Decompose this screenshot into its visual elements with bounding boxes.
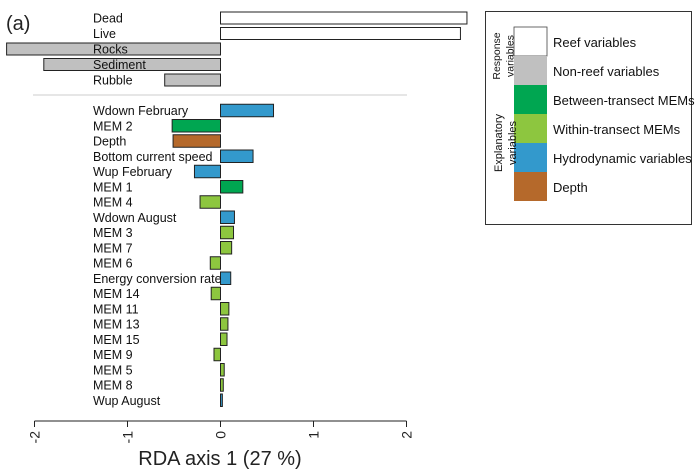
explanatory-label: Energy conversion rate	[93, 272, 222, 286]
explanatory-bar	[220, 393, 223, 407]
explanatory-label: MEM 3	[93, 226, 133, 240]
legend-swatch	[514, 56, 547, 85]
legend-swatch	[514, 85, 547, 114]
legend-response-label: Response variables	[491, 32, 517, 79]
response-label: Live	[93, 27, 116, 41]
explanatory-label: Wup August	[93, 394, 161, 408]
legend-swatch	[514, 114, 547, 143]
x-axis: -2 -1 0 1 2	[27, 420, 415, 444]
explanatory-bar	[220, 302, 230, 316]
explanatory-bar	[172, 134, 222, 148]
legend-swatch	[514, 172, 547, 201]
explanatory-label: MEM 6	[93, 257, 133, 271]
response-bar	[6, 42, 221, 56]
legend-explanatory-label: Explanatory variables	[493, 113, 519, 172]
legend-swatch	[513, 26, 548, 57]
explanatory-bar	[220, 317, 229, 331]
explanatory-bar	[220, 210, 235, 224]
explanatory-label: MEM 2	[93, 119, 133, 133]
explanatory-bar	[220, 271, 232, 285]
explanatory-bar	[213, 347, 222, 362]
explanatory-label: MEM 7	[93, 241, 133, 255]
response-label: Rubble	[93, 74, 133, 88]
svg-text:variables: variables	[505, 35, 517, 77]
explanatory-label: Bottom current speed	[93, 150, 213, 164]
legend-item-label: Between-transect MEMs	[553, 93, 695, 108]
legend-item-label: Non-reef variables	[553, 64, 660, 79]
explanatory-bar	[220, 241, 233, 255]
explanatory-bar	[209, 256, 222, 270]
explanatory-label: Wup February	[93, 165, 173, 179]
explanatory-label: MEM 4	[93, 196, 133, 210]
explanatory-label: MEM 1	[93, 180, 133, 194]
legend-item-label: Within-transect MEMs	[553, 122, 681, 137]
explanatory-label: MEM 14	[93, 287, 140, 301]
response-bar	[220, 11, 468, 25]
legend-item-label: Depth	[553, 180, 588, 195]
explanatory-label: MEM 13	[93, 318, 140, 332]
explanatory-bar	[220, 363, 225, 377]
legend-item-label: Hydrodynamic variables	[553, 151, 692, 166]
response-label: Dead	[93, 12, 123, 26]
response-label: Rocks	[93, 43, 128, 57]
x-tick-label: -1	[120, 431, 136, 444]
legend-item-label: Reef variables	[553, 35, 637, 50]
explanatory-label: MEM 15	[93, 333, 140, 347]
explanatory-label: Depth	[93, 135, 126, 149]
explanatory-bar	[199, 195, 221, 209]
explanatory-label: Wdown February	[93, 104, 189, 118]
x-tick-label: -2	[27, 431, 43, 444]
svg-text:Explanatory: Explanatory	[493, 113, 505, 172]
explanatory-bar	[220, 378, 224, 392]
x-axis-label: RDA axis 1 (27 %)	[138, 448, 301, 470]
explanatory-bar	[193, 164, 222, 179]
explanatory-bar	[171, 119, 221, 133]
x-tick-label: 1	[306, 431, 322, 439]
explanatory-bar	[210, 286, 221, 301]
explanatory-label: MEM 11	[93, 302, 139, 316]
legend-swatch	[514, 143, 547, 172]
explanatory-label: MEM 5	[93, 363, 133, 377]
response-bar	[220, 27, 461, 40]
explanatory-bar	[220, 103, 275, 118]
panel-label: (a)	[6, 13, 30, 35]
explanatory-bar	[220, 332, 228, 346]
explanatory-bar	[220, 225, 235, 240]
response-label: Sediment	[93, 58, 146, 72]
response-bar	[43, 58, 221, 71]
x-tick-label: 0	[213, 431, 229, 439]
explanatory-label: MEM 9	[93, 348, 133, 362]
x-tick-label: 2	[399, 431, 415, 439]
explanatory-label: Wdown August	[93, 211, 177, 225]
explanatory-bar	[220, 149, 254, 163]
legend: Reef variables Non-reef variables Between-…	[485, 11, 695, 225]
explanatory-label: MEM 8	[93, 379, 133, 393]
svg-text:variables: variables	[507, 120, 519, 165]
explanatory-bar	[220, 180, 244, 194]
response-bar	[164, 73, 221, 87]
svg-text:Response: Response	[491, 32, 503, 79]
